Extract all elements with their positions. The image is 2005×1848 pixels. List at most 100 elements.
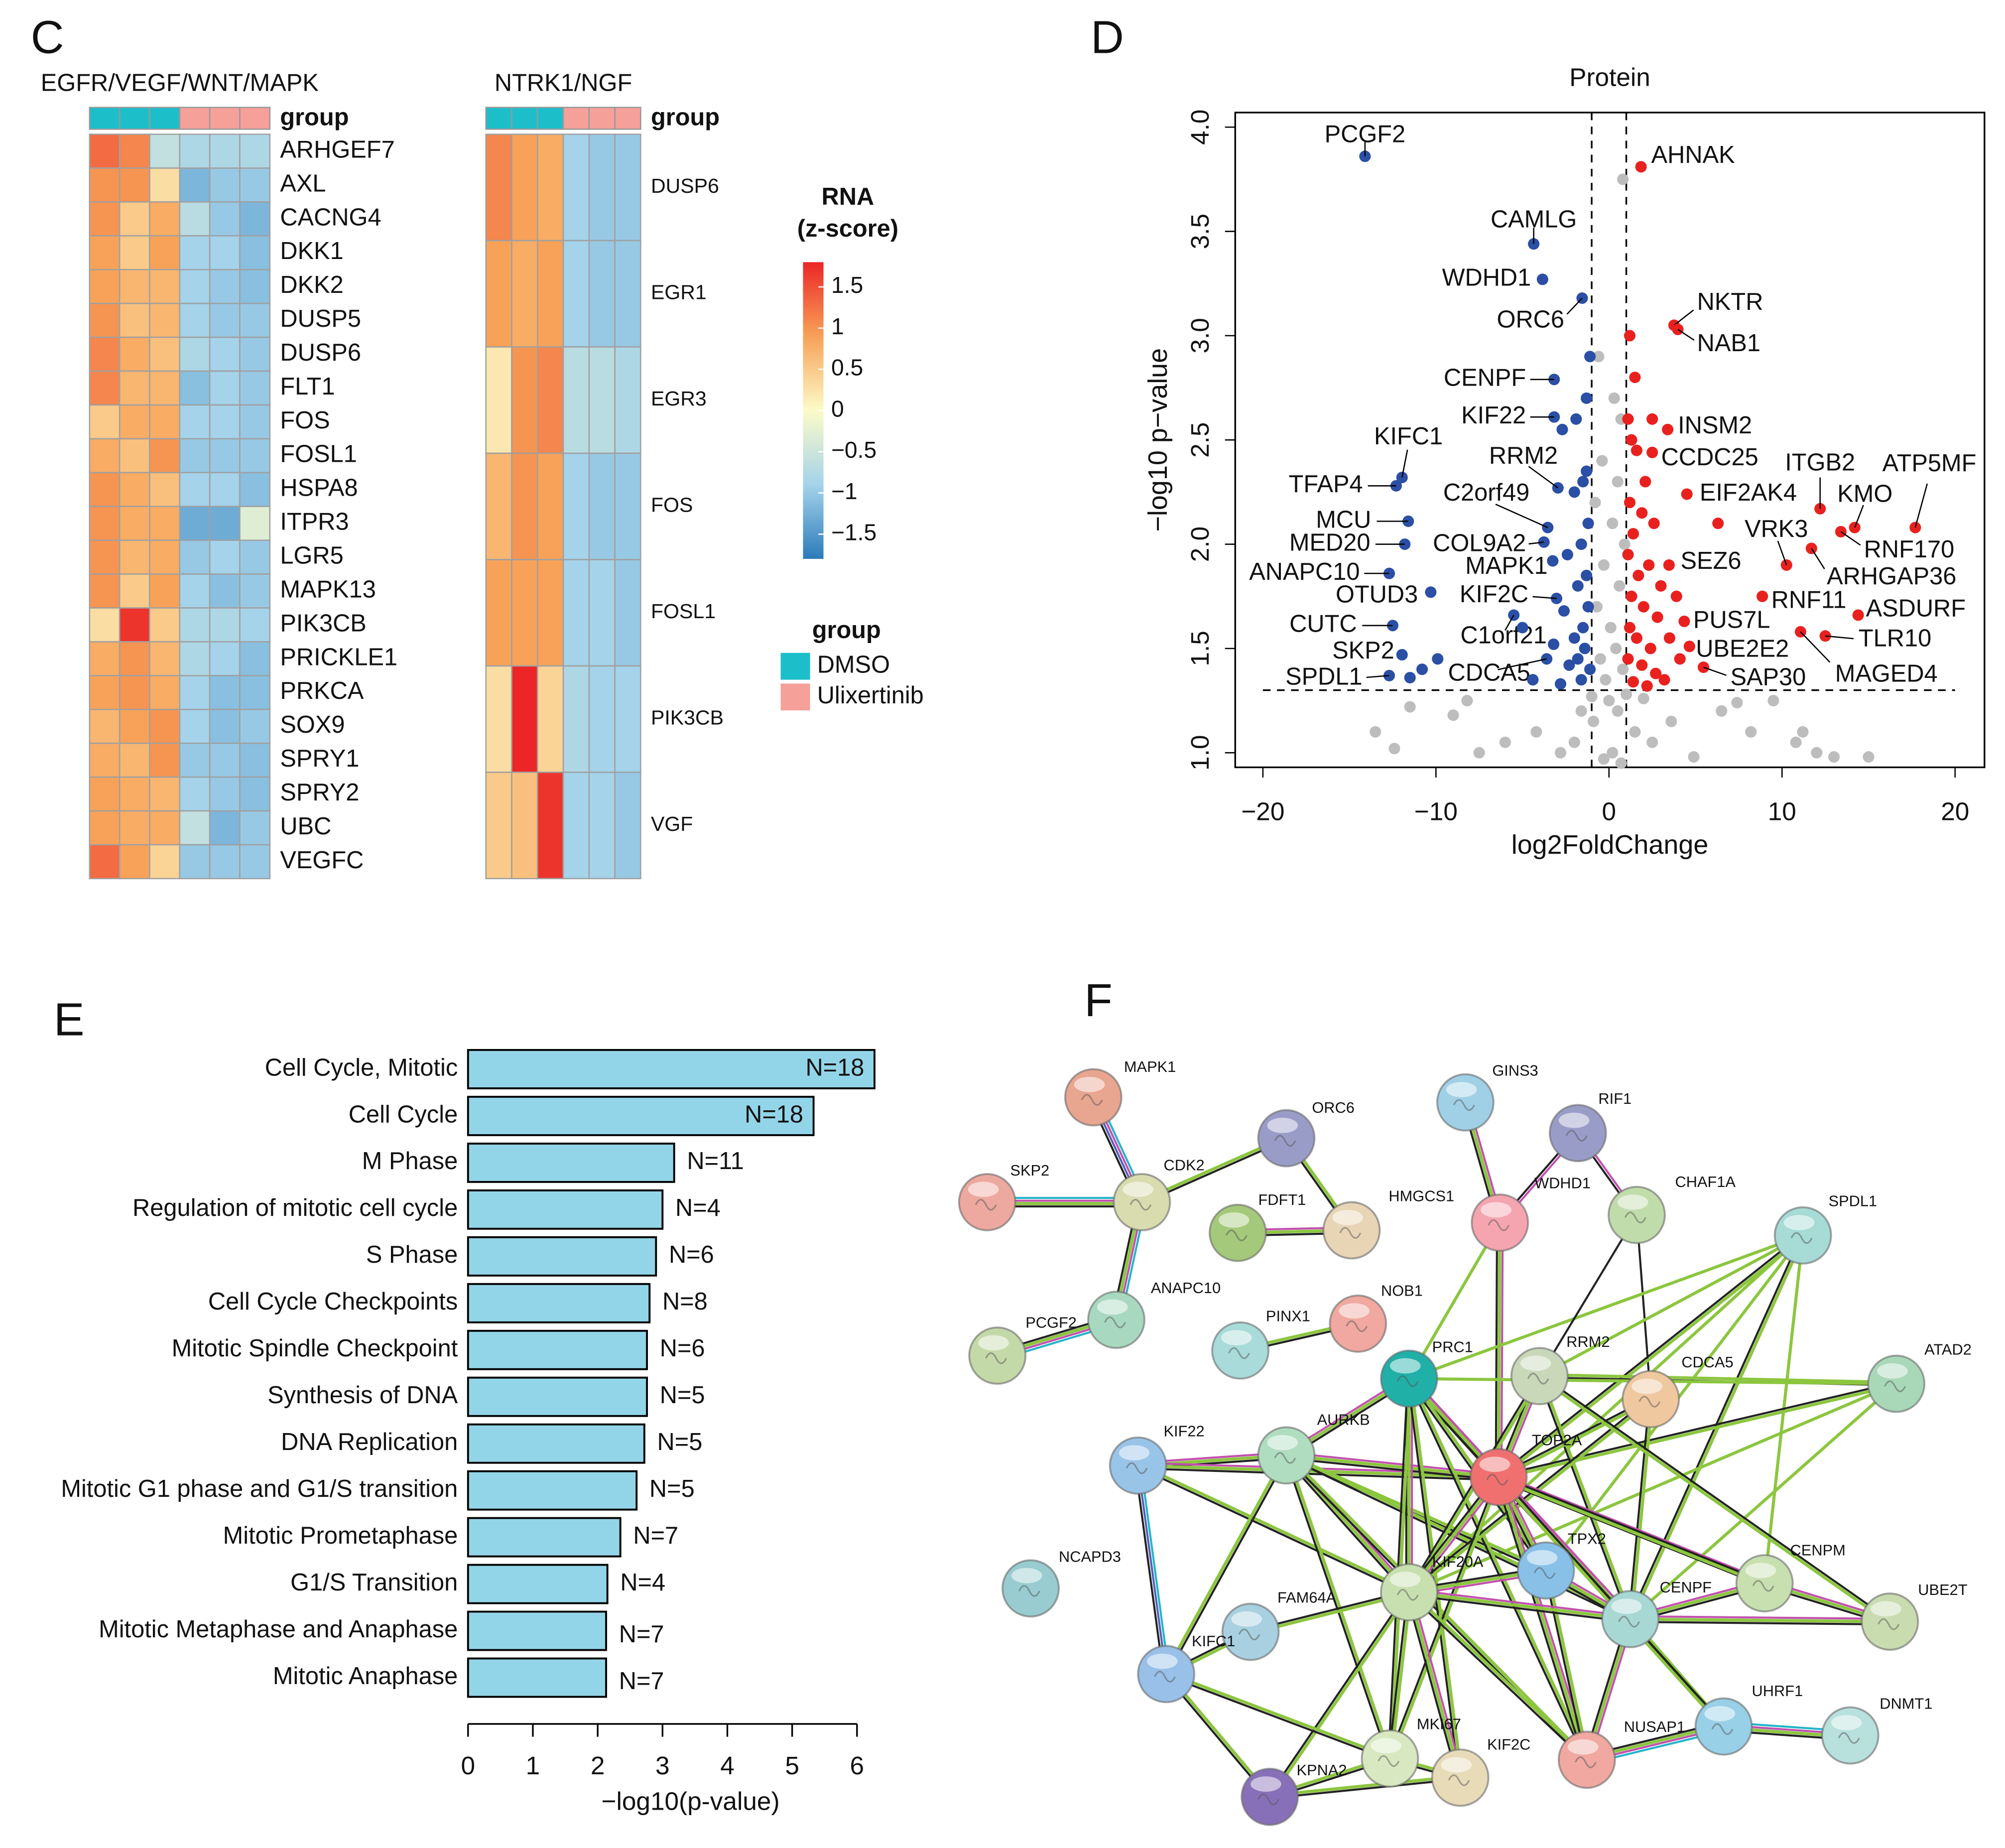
row-label: DKK2 <box>280 271 343 298</box>
heatmap-cell <box>119 506 150 541</box>
heatmap-cell <box>562 452 590 560</box>
point-label: KIF2C <box>1460 581 1528 608</box>
heatmap-cell <box>89 268 121 304</box>
data-point <box>1646 736 1658 748</box>
heatmap-cell <box>179 573 211 609</box>
heatmap-cell <box>89 370 121 406</box>
data-point <box>1681 488 1693 500</box>
category-label: M Phase <box>362 1148 458 1175</box>
heatmap-cell <box>209 573 241 609</box>
heatmap-cell <box>209 133 241 169</box>
point-label: CCDC25 <box>1661 444 1758 471</box>
network-edge <box>1163 1453 1287 1674</box>
data-point <box>1570 413 1582 425</box>
point-label: PCGF2 <box>1325 121 1406 148</box>
network-edge <box>1407 1591 1462 1778</box>
node-label: ORC6 <box>1312 1099 1355 1116</box>
heatmap-cell <box>588 665 616 773</box>
heatmap-cell <box>119 641 150 676</box>
node-highlight <box>1617 1194 1648 1210</box>
data-point <box>1624 330 1636 342</box>
heatmap-cell <box>179 370 211 406</box>
node-label: PCGF2 <box>1025 1314 1077 1331</box>
heatmap-cell <box>119 336 150 372</box>
node-glyph <box>1565 1130 1588 1142</box>
node-highlight <box>1074 1076 1105 1092</box>
data-point <box>1432 653 1444 665</box>
node-glyph <box>1453 1099 1475 1111</box>
heatmap-cell <box>209 336 241 372</box>
node-highlight <box>1481 1202 1511 1218</box>
heatmap-cell <box>239 302 271 338</box>
heatmap-cell <box>239 438 271 474</box>
heatmap-title: NTRK1/NGF <box>495 69 632 96</box>
node-glyph <box>1129 1198 1152 1211</box>
category-label: Regulation of mitotic cell cycle <box>132 1194 458 1221</box>
data-point <box>1852 609 1864 621</box>
network-edge <box>1407 1221 1502 1380</box>
data-point <box>1610 643 1622 655</box>
leader-line <box>1366 675 1389 678</box>
network-edge <box>1409 1378 1464 1778</box>
heatmap-cell <box>511 240 538 348</box>
data-point <box>1547 555 1559 567</box>
node-glyph <box>1488 1219 1510 1231</box>
data-point <box>1636 659 1648 671</box>
network-edge <box>1269 1592 1412 1799</box>
heatmap-cell <box>149 641 181 676</box>
heatmap-cell <box>119 268 150 304</box>
node-label: WDHD1 <box>1534 1175 1591 1192</box>
node-label: CENPF <box>1660 1579 1712 1596</box>
colorbar-tick-label: −0.5 <box>831 437 877 463</box>
point-label: VRK3 <box>1745 516 1808 542</box>
heatmap-cell <box>149 438 181 474</box>
data-point <box>1629 372 1641 384</box>
point-label: SPDL1 <box>1285 663 1363 690</box>
node-glyph <box>1225 1229 1248 1241</box>
row-label: PRKCA <box>280 677 364 704</box>
legend-swatch <box>779 682 812 712</box>
network-edge <box>1543 1571 1587 1760</box>
heatmap-cell <box>562 240 590 348</box>
node-glyph <box>1104 1317 1126 1328</box>
node-label: FAM64A <box>1277 1588 1337 1606</box>
heatmap-cell <box>89 336 121 372</box>
heatmap-cell <box>209 742 241 778</box>
point-label: C2orf49 <box>1443 479 1530 506</box>
data-point <box>1603 694 1615 707</box>
category-label: Cell Cycle <box>349 1101 458 1128</box>
data-point <box>1617 663 1629 675</box>
heatmap-cell <box>209 404 241 440</box>
row-label: FLT1 <box>280 373 335 400</box>
data-point <box>1584 351 1596 363</box>
colorbar-tick-label: 0.5 <box>831 355 863 381</box>
category-label: Cell Cycle Checkpoints <box>208 1288 458 1315</box>
heatmap-cell <box>239 404 271 440</box>
network-edge <box>1409 1588 1631 1617</box>
node-label: RIF1 <box>1598 1090 1631 1107</box>
heatmap-cell <box>119 573 150 609</box>
point-label: ORC6 <box>1497 306 1565 333</box>
point-label: KMO <box>1837 481 1892 508</box>
data-point <box>1797 726 1809 738</box>
category-label: Mitotic Metaphase and Anaphase <box>99 1616 458 1643</box>
data-point <box>1863 751 1875 763</box>
heatmap-cell <box>614 772 641 880</box>
leader-line <box>1532 596 1557 599</box>
heatmap-cell <box>239 506 271 541</box>
heatmap-cell <box>179 336 211 372</box>
leader-line <box>1854 505 1864 528</box>
data-point <box>1662 423 1674 435</box>
x-tick-label: −10 <box>1414 797 1458 825</box>
point-label: CENPF <box>1444 365 1526 392</box>
heatmap-cell <box>209 472 241 508</box>
node-glyph <box>975 1198 997 1211</box>
bar-annotation: N=7 <box>619 1621 664 1648</box>
row-label: EGR3 <box>651 387 707 410</box>
network-edge <box>1538 1214 1638 1377</box>
network-edge <box>1497 1233 1803 1477</box>
heatmap-cell <box>179 776 211 812</box>
heatmap-cell <box>119 472 150 508</box>
point-label: C1orf21 <box>1460 622 1547 649</box>
